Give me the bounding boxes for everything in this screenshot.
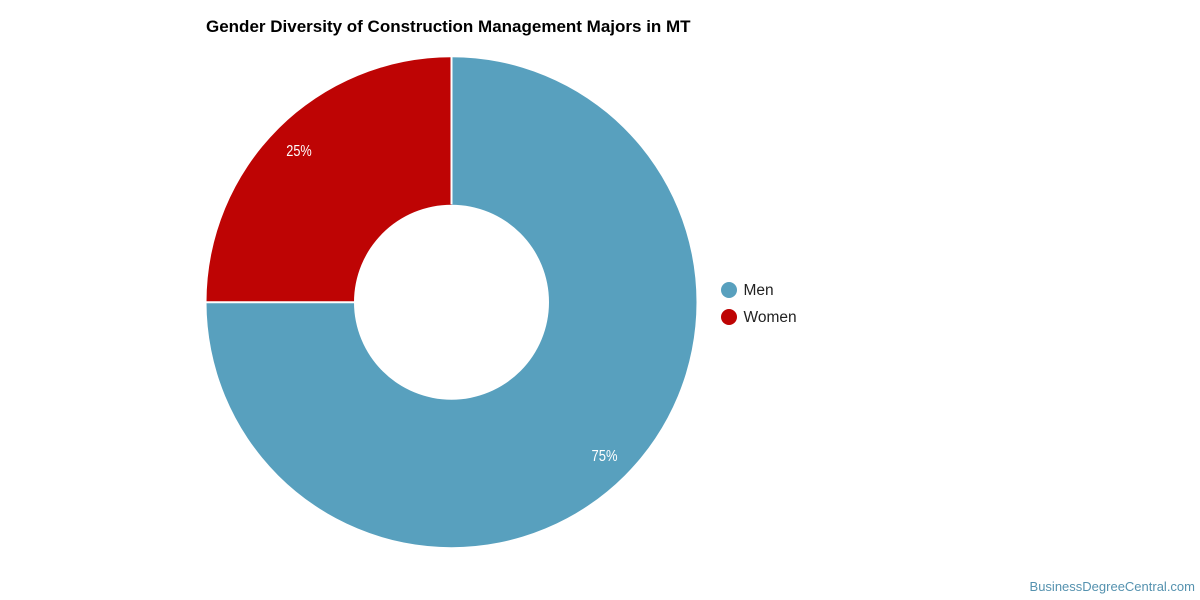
svg-text:25%: 25% (286, 143, 312, 160)
svg-text:75%: 75% (592, 448, 618, 465)
